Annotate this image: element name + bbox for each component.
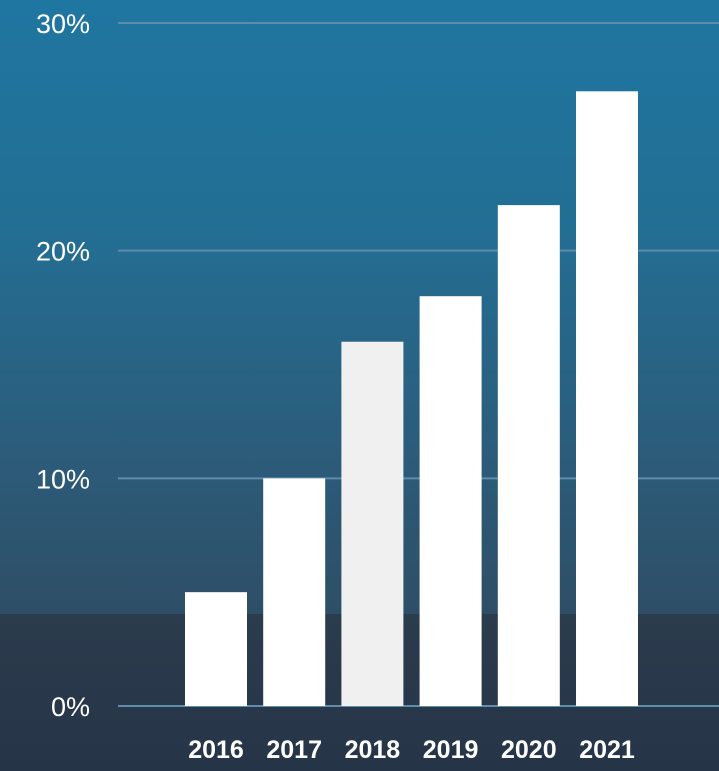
bar-2018 — [341, 341, 404, 706]
x-axis-labels: 2016 2017 2018 2019 2020 2021 — [188, 736, 635, 764]
x-category-label-2016: 2016 — [188, 736, 244, 764]
y-tick-label: 0% — [51, 692, 90, 722]
bar-2016 — [185, 592, 247, 706]
y-tick-label: 20% — [36, 237, 90, 267]
bar-2021 — [576, 91, 638, 707]
bar-2019 — [419, 296, 482, 706]
x-category-label-2021: 2021 — [579, 736, 635, 764]
x-category-label-2019: 2019 — [423, 736, 479, 764]
y-tick-label: 10% — [36, 464, 90, 494]
y-tick-label: 30% — [36, 9, 90, 39]
x-category-label-2020: 2020 — [501, 736, 557, 764]
bar-2017 — [263, 478, 326, 706]
x-category-label-2018: 2018 — [345, 736, 401, 764]
x-category-label-2017: 2017 — [266, 736, 322, 764]
y-axis-ticks: 0% 10% 20% 30% — [36, 9, 90, 722]
bar-2020 — [497, 205, 560, 706]
bars — [185, 91, 638, 707]
